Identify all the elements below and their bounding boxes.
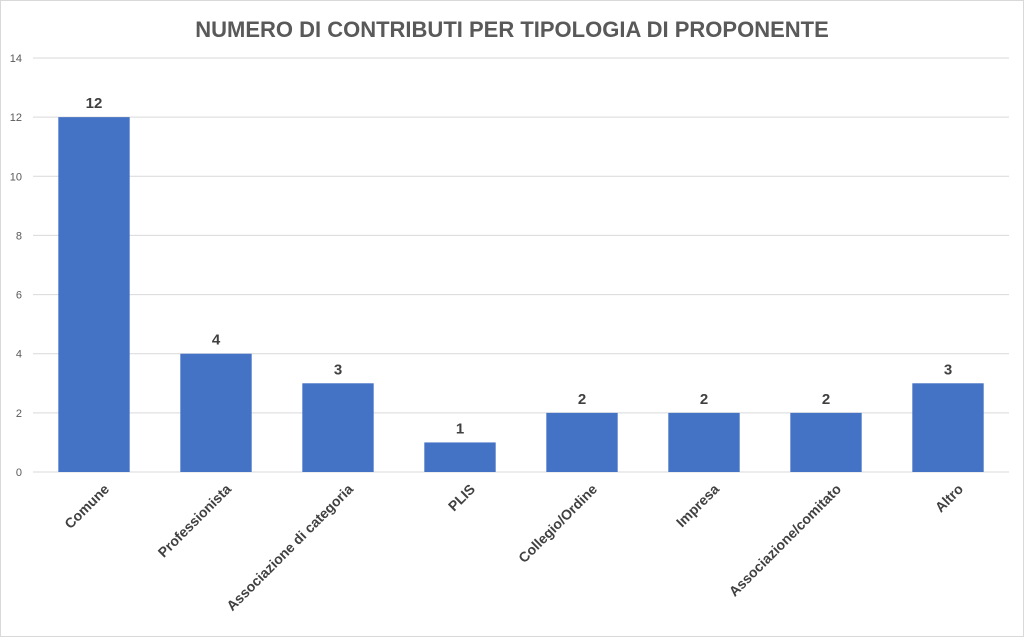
- data-label: 3: [944, 361, 952, 378]
- data-label: 2: [822, 391, 830, 408]
- bars: [58, 117, 984, 473]
- y-tick-label: 4: [16, 349, 22, 361]
- x-tick-label: Associazione di categoria: [223, 481, 356, 614]
- x-tick-label: Comune: [61, 481, 112, 532]
- x-tick-label: Collegio/Ordine: [515, 481, 600, 566]
- x-tick-label: Impresa: [673, 481, 722, 530]
- data-label: 2: [700, 391, 708, 408]
- data-label: 1: [456, 420, 464, 437]
- y-tick-label: 6: [16, 290, 22, 302]
- bar-4: [424, 442, 496, 472]
- data-label: 4: [212, 332, 221, 349]
- y-tick-label: 14: [10, 53, 22, 65]
- y-tick-label: 0: [16, 467, 22, 479]
- x-tick-label: PLIS: [445, 481, 478, 514]
- x-tick-label: Altro: [932, 481, 966, 515]
- bar-2: [180, 353, 252, 472]
- bar-8: [912, 383, 984, 472]
- bar-3: [302, 383, 374, 472]
- x-tick-label: Professionista: [155, 481, 235, 561]
- y-tick-label: 2: [16, 408, 22, 420]
- data-label: 2: [578, 391, 586, 408]
- grid-lines: [33, 57, 1009, 473]
- data-label: 12: [86, 95, 103, 112]
- data-label: 3: [334, 361, 342, 378]
- y-axis-ticks: 0 2 4 6 8 10 12 14: [10, 53, 22, 479]
- x-tick-label: Associazione/comitato: [726, 481, 845, 600]
- y-tick-label: 10: [10, 171, 22, 183]
- bar-1: [58, 117, 130, 473]
- bar-6: [668, 412, 740, 472]
- bar-7: [790, 412, 862, 472]
- y-tick-label: 12: [10, 112, 22, 124]
- y-tick-label: 8: [16, 230, 22, 242]
- bar-5: [546, 412, 618, 472]
- chart-title: NUMERO DI CONTRIBUTI PER TIPOLOGIA DI PR…: [195, 17, 829, 42]
